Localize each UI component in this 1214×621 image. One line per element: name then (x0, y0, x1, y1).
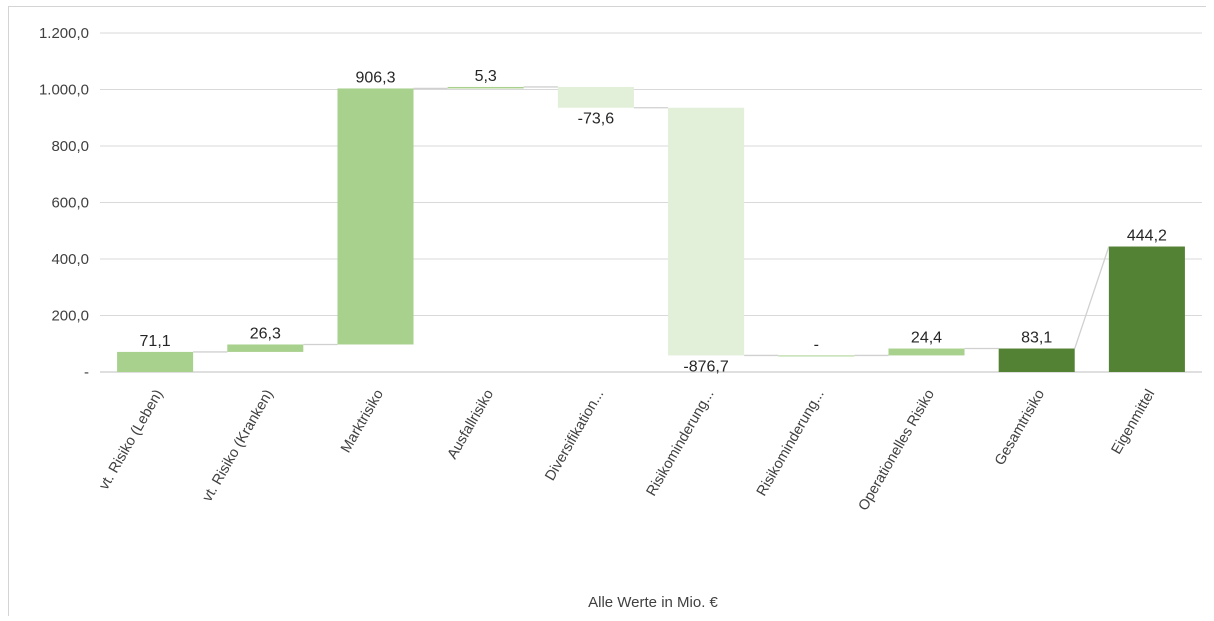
bar-8 (888, 348, 965, 356)
data-label: 71,1 (140, 333, 171, 350)
x-tick-label: vt. Risiko (Leben) (96, 387, 166, 493)
bar-7 (778, 355, 855, 357)
connector-line (1074, 246, 1110, 349)
bars (117, 86, 1185, 372)
chart-frame (8, 6, 1206, 616)
data-label: -73,6 (578, 111, 615, 128)
y-tick-label: 400,0 (51, 251, 89, 268)
bar-10 (1108, 246, 1185, 372)
y-tick-label: 800,0 (51, 138, 89, 155)
bar-5 (557, 86, 634, 108)
gridlines (100, 32, 1202, 373)
x-tick-label: vt. Risiko (Kranken) (200, 387, 277, 505)
y-tick-label: - (84, 364, 89, 381)
x-tick-label: Diversifikation... (542, 387, 607, 484)
x-tick-label: Gesamtrisiko (992, 387, 1048, 468)
data-label: 83,1 (1021, 330, 1052, 347)
bar-4 (447, 86, 524, 89)
y-tick-label: 1.000,0 (39, 82, 89, 99)
x-tick-label: Eigenmittel (1109, 387, 1159, 457)
bar-6 (668, 107, 745, 356)
x-tick-label: Risikominderung... (754, 387, 828, 499)
bar-1 (117, 351, 194, 372)
data-label: - (814, 336, 819, 353)
data-label: 444,2 (1127, 228, 1167, 245)
data-label: -876,7 (683, 358, 728, 375)
bar-9 (998, 348, 1075, 372)
x-tick-label: Marktrisiko (338, 387, 387, 456)
bar-3 (337, 88, 414, 345)
data-label: 24,4 (911, 330, 942, 347)
data-labels: 71,1 26,3 906,3 5,3 -73,6 -876,7 - 24,4 83,1 444,… (140, 68, 1167, 375)
x-axis-categories: vt. Risiko (Leben) vt. Risiko (Kranken) Ma… (96, 387, 1158, 514)
data-label: 5,3 (475, 68, 497, 85)
data-label: 26,3 (250, 325, 281, 342)
y-axis-ticks: - 200,0 400,0 600,0 800,0 1.000,0 1.200,0 (39, 25, 89, 381)
x-tick-label: Ausfallrisiko (445, 387, 498, 462)
x-axis-label: Alle Werte in Mio. € (588, 594, 718, 611)
data-label: 906,3 (355, 69, 395, 86)
connectors (193, 86, 1110, 357)
x-tick-label: Risikominderung... (644, 387, 718, 499)
bar-2 (227, 344, 304, 352)
y-tick-label: 600,0 (51, 195, 89, 212)
x-tick-label: Operationelles Risiko (856, 387, 938, 514)
y-tick-label: 200,0 (51, 308, 89, 325)
y-tick-label: 1.200,0 (39, 25, 89, 42)
